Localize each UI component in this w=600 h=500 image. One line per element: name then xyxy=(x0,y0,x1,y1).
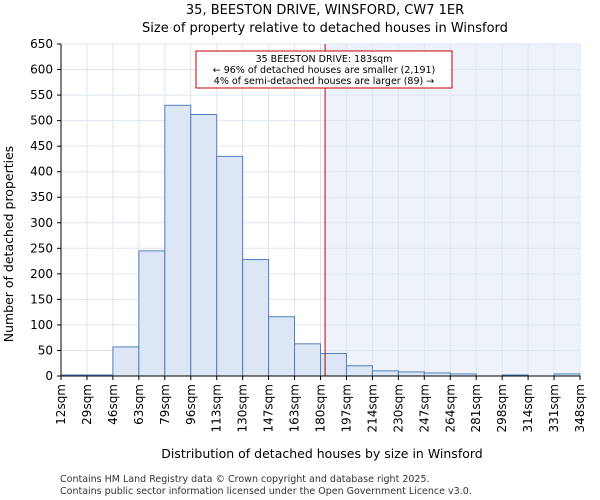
y-tick-label: 100 xyxy=(30,318,53,332)
bar-113sqm xyxy=(216,155,244,377)
y-tick-label: 550 xyxy=(30,88,53,102)
x-tick-label-264sqm: 264sqm xyxy=(443,384,457,432)
bars xyxy=(60,104,581,377)
y-tick-label: 300 xyxy=(30,216,53,230)
x-tick-label-214sqm: 214sqm xyxy=(365,384,379,432)
footer-line-2: Contains public sector information licen… xyxy=(60,486,472,497)
x-tick-label-331sqm: 331sqm xyxy=(547,384,561,432)
x-tick-label-63sqm: 63sqm xyxy=(132,384,146,425)
x-tick-label-96sqm: 96sqm xyxy=(184,384,198,425)
x-tick-label-298sqm: 298sqm xyxy=(495,384,509,432)
y-tick-label: 600 xyxy=(30,63,53,77)
y-axis-ticks: 0 50 100 150 200 250 300 350 400 450 500 550 600 650 xyxy=(30,37,61,383)
bar-96sqm xyxy=(190,113,218,377)
bar-230sqm xyxy=(397,371,425,377)
y-tick-label: 150 xyxy=(30,292,53,306)
x-tick-label-12sqm: 12sqm xyxy=(54,384,68,425)
x-axis-label: Distribution of detached houses by size … xyxy=(161,446,482,461)
y-tick-label: 350 xyxy=(30,190,53,204)
x-tick-label-180sqm: 180sqm xyxy=(314,384,328,432)
footer-line-1: Contains HM Land Registry data © Crown c… xyxy=(60,474,430,485)
chart-subtitle: Size of property relative to detached ho… xyxy=(142,21,508,36)
y-tick-label: 450 xyxy=(30,139,53,153)
annotation-box: 35 BEESTON DRIVE: 183sqm ← 96% of detach… xyxy=(195,50,453,89)
y-tick-label: 0 xyxy=(45,369,53,383)
x-tick-label-29sqm: 29sqm xyxy=(80,384,94,425)
y-tick-label: 400 xyxy=(30,165,53,179)
bar-130sqm xyxy=(242,259,270,377)
bar-79sqm xyxy=(164,104,192,377)
x-tick-label-46sqm: 46sqm xyxy=(106,384,120,425)
bar-147sqm xyxy=(268,316,296,377)
annotation-line-1: 35 BEESTON DRIVE: 183sqm xyxy=(256,54,393,65)
x-tick-label-314sqm: 314sqm xyxy=(521,384,535,432)
annotation-border xyxy=(195,50,453,89)
y-tick-label: 50 xyxy=(38,343,53,357)
bar-163sqm xyxy=(294,343,321,377)
x-tick-label-163sqm: 163sqm xyxy=(288,384,302,432)
bar-197sqm xyxy=(345,365,373,377)
y-tick-label: 200 xyxy=(30,267,53,281)
bar-214sqm xyxy=(371,370,399,377)
y-axis-label: Number of detached properties xyxy=(1,146,16,343)
x-tick-label-197sqm: 197sqm xyxy=(339,384,353,432)
annotation-line-2: ← 96% of detached houses are smaller (2,… xyxy=(213,65,436,76)
x-tick-label-230sqm: 230sqm xyxy=(391,384,405,432)
x-tick-label-348sqm: 348sqm xyxy=(573,384,587,432)
x-tick-label-79sqm: 79sqm xyxy=(158,384,172,425)
x-tick-label-147sqm: 147sqm xyxy=(262,384,276,432)
x-tick-label-130sqm: 130sqm xyxy=(236,384,250,432)
chart-title: 35, BEESTON DRIVE, WINSFORD, CW7 1ER xyxy=(186,3,464,18)
x-tick-label-281sqm: 281sqm xyxy=(469,384,483,432)
y-tick-label: 500 xyxy=(30,114,53,128)
bar-180sqm xyxy=(320,353,347,377)
bar-63sqm xyxy=(138,250,166,377)
x-axis-ticks: 12sqm 29sqm 46sqm 63sqm 79sqm 96sqm 113sqm 130s… xyxy=(54,376,587,432)
larger-region-shade xyxy=(325,44,580,376)
bar-46sqm xyxy=(112,346,140,377)
annotation-line-3: 4% of semi-detached houses are larger (8… xyxy=(214,76,434,87)
x-tick-label-113sqm: 113sqm xyxy=(210,384,224,432)
x-tick-label-247sqm: 247sqm xyxy=(417,384,431,432)
y-tick-label: 250 xyxy=(30,241,53,255)
y-tick-label: 650 xyxy=(30,37,53,51)
